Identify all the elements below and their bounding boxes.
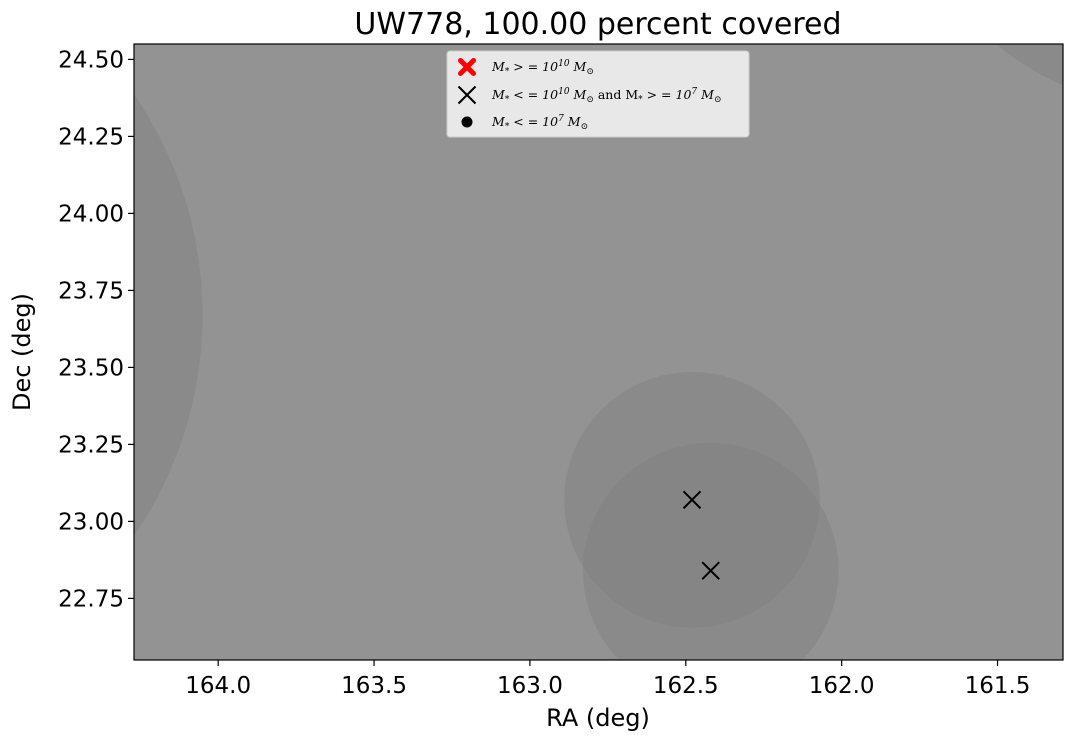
y-axis-title: Dec (deg) xyxy=(8,293,36,411)
plot-frame xyxy=(133,43,1064,661)
coverage-circle xyxy=(582,442,839,660)
coverage-circle xyxy=(134,94,203,536)
legend-marker-dot xyxy=(461,116,473,128)
legend-entry-text: M* < = 1010 M⊙ and M* > = 107 M⊙ xyxy=(491,87,721,105)
legend-entry-text: M* < = 107 M⊙ xyxy=(491,114,588,132)
data-point-x-marker xyxy=(701,561,720,580)
data-point-x-marker xyxy=(682,490,702,510)
y-tick-label: 24.50 xyxy=(58,47,124,73)
x-tick-label: 163.0 xyxy=(497,673,563,699)
data-points xyxy=(682,490,720,580)
legend-box xyxy=(446,50,750,138)
x-axis: 164.0 163.5 163.0 162.5 162.0 161.5 xyxy=(185,660,1030,699)
legend-entry-text: M* > = 1010 M⊙ xyxy=(491,59,594,77)
x-tick-label: 161.5 xyxy=(965,673,1031,699)
legend-markers xyxy=(457,58,477,128)
chart-title: UW778, 100.00 percent covered xyxy=(354,7,841,42)
y-tick-label: 22.75 xyxy=(58,586,124,612)
coverage-circle xyxy=(996,44,1063,86)
x-tick-label: 162.5 xyxy=(653,673,719,699)
y-tick-label: 23.75 xyxy=(58,278,124,304)
y-axis: 22.75 23.00 23.25 23.50 23.75 24.00 24.25 24.50 xyxy=(58,47,134,612)
x-axis-title: RA (deg) xyxy=(546,704,650,732)
x-tick-label: 162.0 xyxy=(809,673,875,699)
legend-marker-x xyxy=(457,85,477,105)
x-tick-label: 164.0 xyxy=(185,673,251,699)
y-tick-label: 23.00 xyxy=(58,509,124,535)
y-tick-label: 24.25 xyxy=(58,124,124,150)
legend-entries: M* > = 1010 M⊙ M* < = 1010 M⊙ and M* > = … xyxy=(491,59,721,132)
y-tick-label: 23.25 xyxy=(58,432,124,458)
y-tick-label: 23.50 xyxy=(58,355,124,381)
y-tick-label: 24.00 xyxy=(58,201,124,227)
plot-area xyxy=(134,44,1063,660)
x-tick-label: 163.5 xyxy=(341,673,407,699)
legend-marker-filled-x xyxy=(458,58,476,76)
legend: M* > = 1010 M⊙ M* < = 1010 M⊙ and M* > = … xyxy=(446,50,750,138)
